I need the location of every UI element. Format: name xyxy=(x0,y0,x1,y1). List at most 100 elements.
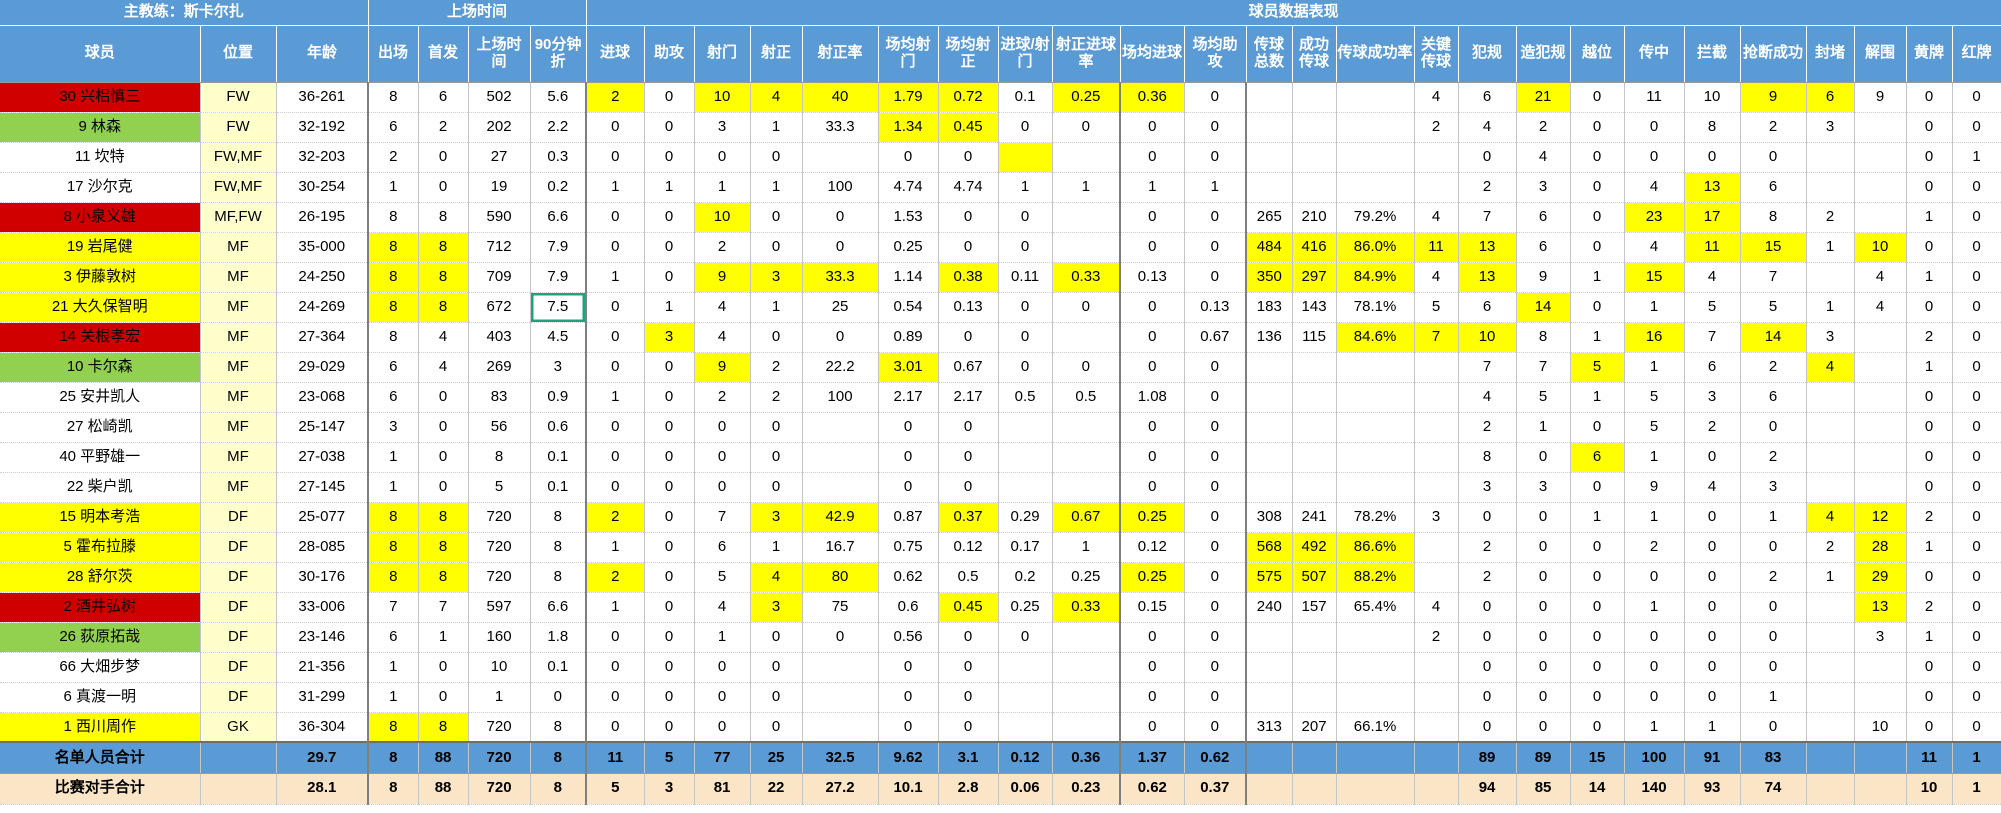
stat-cell[interactable]: 0 xyxy=(644,82,695,113)
stat-cell[interactable]: 1 xyxy=(586,592,645,623)
stat-cell[interactable]: 0 xyxy=(1184,142,1248,173)
stat-cell[interactable]: 0 xyxy=(1952,112,2001,143)
stat-cell[interactable]: 29.7 xyxy=(276,741,370,774)
stat-cell[interactable]: 0 xyxy=(586,292,645,323)
stat-cell[interactable] xyxy=(1806,712,1855,743)
stat-cell[interactable]: 79.2% xyxy=(1336,202,1415,233)
stat-cell[interactable]: 0 xyxy=(1052,112,1122,143)
stat-cell[interactable] xyxy=(1854,112,1907,143)
col-header[interactable]: 红牌 xyxy=(1952,24,2001,83)
stat-cell[interactable]: 22.2 xyxy=(802,352,879,383)
stat-cell[interactable]: 11 xyxy=(1414,232,1459,263)
stat-cell[interactable] xyxy=(802,682,879,713)
stat-cell[interactable] xyxy=(1336,472,1415,503)
stat-cell[interactable]: 8 xyxy=(418,262,469,293)
stat-cell[interactable]: 672 xyxy=(468,292,531,323)
player-name-cell[interactable]: 15 明本考浩 xyxy=(0,502,201,533)
selected-cell[interactable]: 7.5 xyxy=(530,292,588,323)
stat-cell[interactable] xyxy=(1052,712,1122,743)
stat-cell[interactable]: MF xyxy=(200,292,277,323)
stat-cell[interactable]: 0 xyxy=(1624,112,1685,143)
stat-cell[interactable] xyxy=(1414,562,1459,593)
stat-cell[interactable]: 0 xyxy=(1952,172,2001,203)
stat-cell[interactable]: 84.6% xyxy=(1336,322,1415,353)
stat-cell[interactable] xyxy=(1806,382,1855,413)
stat-cell[interactable]: 0 xyxy=(644,412,695,443)
stat-cell[interactable]: 24-250 xyxy=(276,262,370,293)
stat-cell[interactable]: 2 xyxy=(1684,412,1741,443)
stat-cell[interactable] xyxy=(1854,322,1907,353)
stat-cell[interactable]: 0 xyxy=(1952,652,2001,683)
stat-cell[interactable] xyxy=(1414,532,1459,563)
stat-cell[interactable]: 2 xyxy=(1806,202,1855,233)
stat-cell[interactable]: 7 xyxy=(1458,352,1517,383)
stat-cell[interactable]: 6 xyxy=(1740,382,1807,413)
stat-cell[interactable]: 10 xyxy=(1906,773,1953,805)
stat-cell[interactable]: 83 xyxy=(1740,741,1807,774)
stat-cell[interactable]: 0.62 xyxy=(1120,773,1185,805)
stat-cell[interactable] xyxy=(998,652,1053,683)
stat-cell[interactable]: 8 xyxy=(418,502,469,533)
stat-cell[interactable]: 7 xyxy=(368,592,419,623)
stat-cell[interactable]: 0 xyxy=(1570,682,1625,713)
stat-cell[interactable]: MF xyxy=(200,442,277,473)
stat-cell[interactable]: 0 xyxy=(1952,472,2001,503)
stat-cell[interactable] xyxy=(1414,712,1459,743)
stat-cell[interactable]: 0 xyxy=(1906,232,1953,263)
stat-cell[interactable]: 2 xyxy=(1806,532,1855,563)
stat-cell[interactable]: 1 xyxy=(1684,712,1741,743)
stat-cell[interactable]: 8 xyxy=(418,712,469,743)
stat-cell[interactable] xyxy=(802,142,879,173)
stat-cell[interactable]: 0 xyxy=(750,142,803,173)
stat-cell[interactable]: 4 xyxy=(750,562,803,593)
stat-cell[interactable] xyxy=(1806,682,1855,713)
stat-cell[interactable]: 0 xyxy=(878,412,939,443)
stat-cell[interactable]: 0 xyxy=(644,472,695,503)
stat-cell[interactable]: 0 xyxy=(1184,472,1248,503)
stat-cell[interactable]: 2 xyxy=(1414,112,1459,143)
player-name-cell[interactable]: 5 霍布拉滕 xyxy=(0,532,201,563)
col-header[interactable]: 球员 xyxy=(0,24,201,83)
stat-cell[interactable] xyxy=(1246,472,1293,503)
stat-cell[interactable]: 0 xyxy=(586,622,645,653)
stat-cell[interactable]: 11 xyxy=(1906,741,1953,774)
stat-cell[interactable]: 29-029 xyxy=(276,352,370,383)
stat-cell[interactable]: 0 xyxy=(1516,652,1571,683)
stat-cell[interactable]: 1 xyxy=(750,532,803,563)
stat-cell[interactable]: 0 xyxy=(802,622,879,653)
stat-cell[interactable]: 0 xyxy=(1570,712,1625,743)
stat-cell[interactable]: 7 xyxy=(1684,322,1741,353)
stat-cell[interactable]: 6 xyxy=(368,352,419,383)
stat-cell[interactable] xyxy=(1246,652,1293,683)
stat-cell[interactable]: 86.0% xyxy=(1336,232,1415,263)
stat-cell[interactable]: 0.25 xyxy=(998,592,1053,623)
stat-cell[interactable]: 0.5 xyxy=(938,562,999,593)
stat-cell[interactable] xyxy=(1246,382,1293,413)
stat-cell[interactable] xyxy=(1246,622,1293,653)
stat-cell[interactable]: 0 xyxy=(878,712,939,743)
stat-cell[interactable]: 6 xyxy=(1516,232,1571,263)
stat-cell[interactable]: MF xyxy=(200,352,277,383)
stat-cell[interactable]: 4 xyxy=(694,292,751,323)
stat-cell[interactable]: 2 xyxy=(586,82,645,113)
stat-cell[interactable]: 0 xyxy=(1952,262,2001,293)
stat-cell[interactable]: 0.5 xyxy=(998,382,1053,413)
stat-cell[interactable]: 0 xyxy=(1184,622,1248,653)
stat-cell[interactable]: 2.17 xyxy=(878,382,939,413)
stat-cell[interactable]: 0 xyxy=(1516,712,1571,743)
stat-cell[interactable]: 1 xyxy=(1806,232,1855,263)
stat-cell[interactable] xyxy=(1292,682,1337,713)
stat-cell[interactable]: 0 xyxy=(586,322,645,353)
stat-cell[interactable]: 1 xyxy=(1516,412,1571,443)
stat-cell[interactable]: 2 xyxy=(1906,322,1953,353)
stat-cell[interactable]: 5 xyxy=(644,741,695,774)
stat-cell[interactable]: 0.29 xyxy=(998,502,1053,533)
stat-cell[interactable]: 88 xyxy=(418,741,469,774)
stat-cell[interactable]: MF xyxy=(200,382,277,413)
stat-cell[interactable]: 4 xyxy=(1684,262,1741,293)
stat-cell[interactable]: 0 xyxy=(750,652,803,683)
stat-cell[interactable]: 10 xyxy=(1684,82,1741,113)
stat-cell[interactable]: 0 xyxy=(1184,562,1248,593)
stat-cell[interactable]: 5 xyxy=(468,472,531,503)
stat-cell[interactable]: 0 xyxy=(878,142,939,173)
